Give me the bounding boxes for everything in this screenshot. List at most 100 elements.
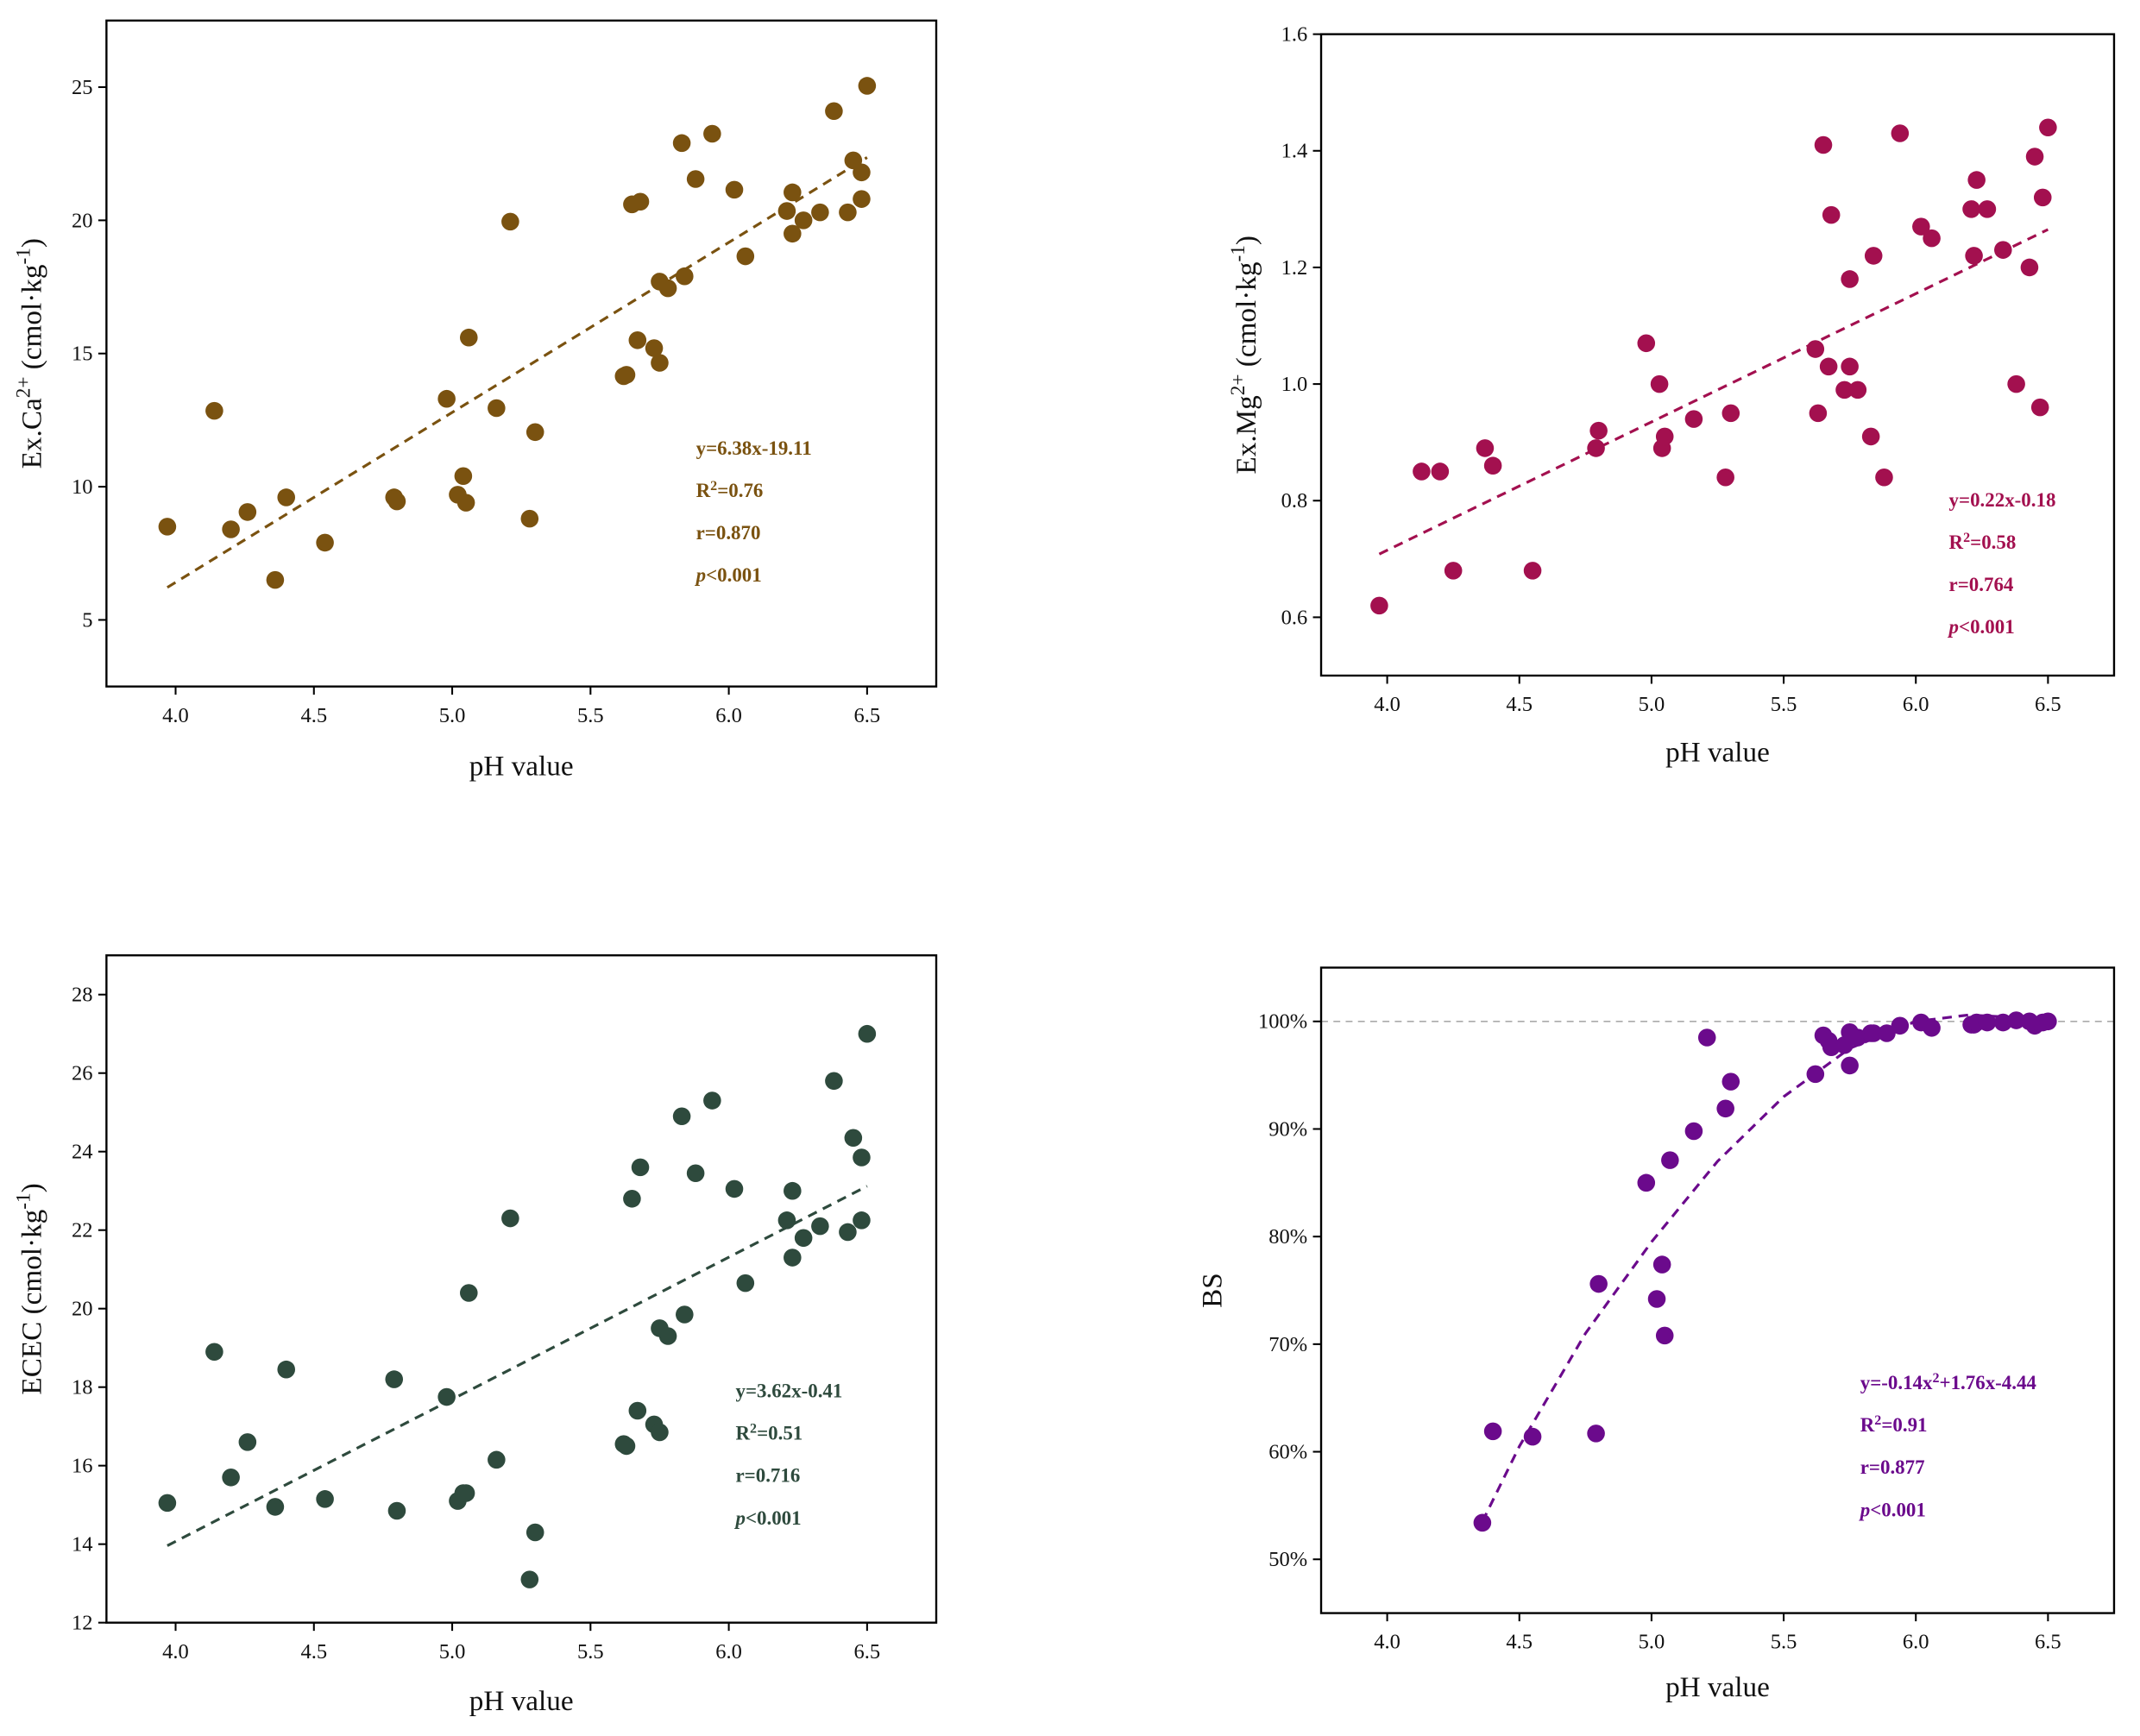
fit-line <box>1378 228 2049 556</box>
x-tick-label: 4.5 <box>300 1640 327 1664</box>
data-point <box>459 328 478 347</box>
data-point <box>2007 1011 2025 1029</box>
y-tick-label: 70% <box>1268 1333 1307 1356</box>
data-point <box>520 509 539 528</box>
data-point <box>1721 404 1740 423</box>
data-point <box>784 224 802 243</box>
annotation-segment: p <box>1948 616 1959 638</box>
data-point <box>501 1209 519 1228</box>
x-tick-label: 6.5 <box>2035 1631 2061 1654</box>
x-tick-label: 6.5 <box>854 704 881 727</box>
data-point <box>1684 1122 1703 1141</box>
data-point <box>703 1091 721 1110</box>
y-tick-label: 15 <box>72 343 93 366</box>
data-point <box>205 401 223 420</box>
data-point <box>676 267 694 286</box>
data-point <box>1721 1072 1740 1091</box>
data-point <box>658 279 677 298</box>
x-tick-label: 5.5 <box>577 1640 604 1664</box>
data-point <box>2039 1012 2057 1031</box>
data-point <box>501 212 519 231</box>
data-point <box>1661 1151 1679 1169</box>
annotation-segment: 2 <box>1932 1371 1939 1386</box>
x-tick-label: 6.0 <box>715 704 742 727</box>
data-point <box>777 1211 796 1230</box>
y-axis-label-segment: Ex.Ca <box>16 398 47 469</box>
data-point <box>437 1387 456 1406</box>
data-point <box>266 570 285 589</box>
data-point <box>1819 357 1838 376</box>
data-point <box>526 1523 544 1542</box>
annotation-segment: r=0.764 <box>1949 574 2014 595</box>
data-point <box>1835 381 1854 399</box>
annotation-segment: 2 <box>710 478 717 493</box>
fit-annotation-line: R2=0.58 <box>1949 530 2017 552</box>
panel-ca: 4.0 4.5 5.0 5.5 6.0 6.5 5 10 15 20 25 pH value Ex.Ca… <box>12 19 938 782</box>
fit-annotation-line: y=0.22x-0.18 <box>1949 489 2056 511</box>
y-tick-label: 18 <box>72 1376 93 1399</box>
data-point <box>651 354 669 372</box>
y-axis-label-segment: 2+ <box>1227 374 1249 396</box>
x-tick-label: 5.5 <box>1771 1631 1797 1654</box>
data-point <box>222 520 240 538</box>
y-axis-label-segment: (cmol·kg <box>1230 261 1262 374</box>
y-axis-label-segment: ) <box>16 1183 47 1192</box>
y-axis-label-segment: ECEC (cmol·kg <box>16 1210 47 1395</box>
data-point <box>1589 421 1608 440</box>
x-tick-label: 4.5 <box>1506 1631 1533 1654</box>
y-tick-label: 90% <box>1268 1117 1307 1141</box>
data-point <box>277 1360 296 1379</box>
data-point <box>623 1190 641 1208</box>
x-axis-label: pH value <box>469 1685 574 1717</box>
data-point <box>1978 1013 1997 1032</box>
y-tick-label: 14 <box>72 1533 93 1557</box>
x-tick-label: 6.0 <box>715 1640 742 1664</box>
data-point <box>672 1107 691 1126</box>
y-tick-label: 1.0 <box>1281 373 1308 396</box>
plot-frame <box>105 19 938 688</box>
data-point <box>1370 596 1388 615</box>
data-point <box>853 163 871 182</box>
y-tick-label: 1.2 <box>1281 256 1308 280</box>
x-tick-label: 6.5 <box>2035 693 2061 716</box>
data-point <box>1841 357 1859 376</box>
x-tick-label: 5.5 <box>1771 693 1797 716</box>
data-point <box>1861 427 1880 446</box>
data-point <box>736 247 755 266</box>
data-point <box>1589 1274 1608 1293</box>
data-point <box>1965 247 1983 265</box>
data-point <box>858 77 877 95</box>
data-point <box>1523 1427 1542 1446</box>
data-point <box>2039 118 2057 137</box>
x-axis-label: pH value <box>1665 737 1770 769</box>
y-axis-label: Ex.Ca2+ (cmol·kg-1) <box>12 238 47 469</box>
data-point <box>158 518 177 536</box>
y-tick-label: 26 <box>72 1062 93 1085</box>
data-point <box>1891 124 1910 142</box>
x-tick-label: 5.5 <box>577 704 604 727</box>
data-point <box>1878 1024 1896 1042</box>
data-point <box>825 102 843 121</box>
data-point <box>794 1229 813 1248</box>
panel-bs: 4.0 4.5 5.0 5.5 6.0 6.5 50% 60% 70% 80% 90% 100% pH … <box>1197 966 2116 1703</box>
y-axis-label: Ex.Mg2+ (cmol·kg-1) <box>1227 236 1262 475</box>
fit-annotation-line: R2=0.91 <box>1860 1413 1928 1436</box>
fit-annotation-line: R2=0.76 <box>696 478 764 500</box>
fit-line <box>1481 1013 2049 1523</box>
data-point <box>794 211 813 230</box>
data-point <box>316 533 334 552</box>
annotation-segment: <0.001 <box>1959 616 2015 638</box>
data-point <box>1716 1099 1734 1118</box>
data-point <box>1587 1425 1605 1443</box>
x-tick-label: 4.0 <box>1374 693 1400 716</box>
x-tick-label: 5.0 <box>1639 1631 1665 1654</box>
data-point <box>853 190 871 208</box>
plot-frame <box>1319 966 2116 1614</box>
data-point <box>703 124 721 143</box>
data-point <box>1650 374 1669 393</box>
data-point <box>628 1401 647 1420</box>
y-tick-label: 5 <box>82 608 92 632</box>
x-tick-label: 6.0 <box>1903 693 1929 716</box>
y-tick-label: 0.6 <box>1281 606 1308 629</box>
